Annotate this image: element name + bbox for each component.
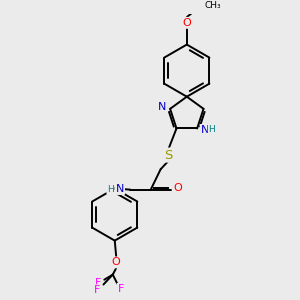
Text: N: N <box>158 102 167 112</box>
Text: F: F <box>95 278 101 288</box>
Text: O: O <box>174 183 183 193</box>
Text: N: N <box>200 125 209 135</box>
Text: CH₃: CH₃ <box>204 1 221 10</box>
Text: O: O <box>182 18 191 28</box>
Text: F: F <box>94 285 101 295</box>
Text: N: N <box>116 184 124 194</box>
Text: O: O <box>112 257 121 267</box>
Text: F: F <box>118 284 124 294</box>
Text: H: H <box>107 184 114 194</box>
Text: S: S <box>164 148 172 162</box>
Text: H: H <box>208 125 215 134</box>
